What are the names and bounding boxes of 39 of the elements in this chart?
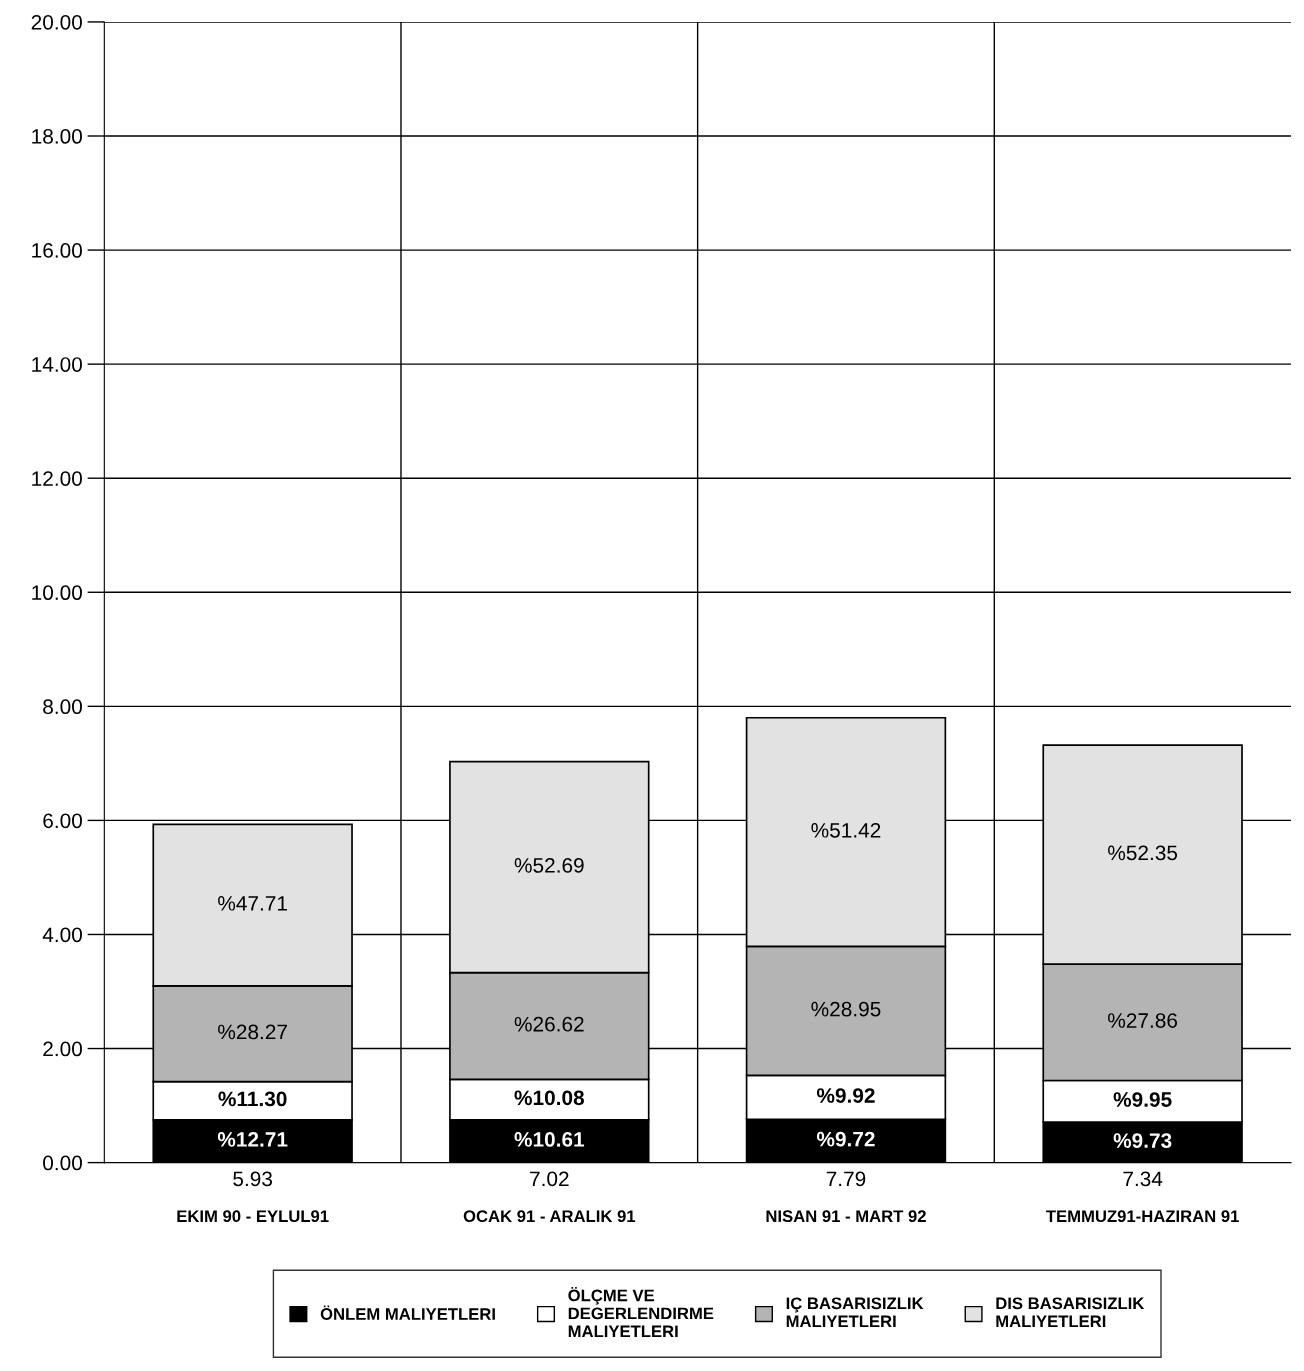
x-tick-label: OCAK 91 - ARALIK 91 xyxy=(463,1210,636,1223)
y-tick-label: 6.00 xyxy=(43,813,82,829)
y-tick-label: 14.00 xyxy=(32,357,82,372)
y-tick-label: 18.00 xyxy=(32,129,82,144)
annotation: %27.86 xyxy=(1108,1013,1178,1028)
total-label: 7.79 xyxy=(826,1171,866,1187)
total-label: 7.02 xyxy=(530,1171,569,1187)
y-tick-label: 8.00 xyxy=(43,699,82,715)
legend-label: IÇ BASARISIZLIK MALIYETLERI xyxy=(786,1297,924,1327)
annotation: %28.27 xyxy=(218,1024,287,1040)
annotation: %9.95 xyxy=(1113,1092,1172,1107)
annotation: %26.62 xyxy=(514,1016,584,1032)
y-tick-label: 12.00 xyxy=(32,471,82,486)
x-tick-label: NISAN 91 - MART 92 xyxy=(766,1210,926,1223)
annotation: %12.71 xyxy=(217,1132,288,1147)
total-label: 7.34 xyxy=(1123,1171,1163,1187)
y-tick-label: 4.00 xyxy=(42,927,82,943)
annotation: %28.95 xyxy=(811,1001,881,1017)
y-tick-label: 0.00 xyxy=(43,1155,82,1171)
legend-label: ÖNLEM MALIYETLERI xyxy=(320,1305,495,1320)
annotation: %47.71 xyxy=(218,896,287,911)
y-tick-label: 20.00 xyxy=(31,14,82,30)
y-tick-label: 16.00 xyxy=(32,243,82,258)
annotation: %51.42 xyxy=(811,822,881,838)
legend-label: DIS BASARISIZLIK MALIYETLERI xyxy=(996,1297,1145,1327)
legend-label: ÖLÇME VE DEGERLENDIRME MALIYETLERI xyxy=(568,1286,714,1338)
annotation: %52.35 xyxy=(1108,845,1178,861)
annotation: %9.92 xyxy=(816,1088,875,1103)
annotation: %9.72 xyxy=(816,1131,875,1147)
y-tick-label: 2.00 xyxy=(43,1041,82,1057)
total-label: 5.93 xyxy=(233,1171,273,1187)
annotation: %10.08 xyxy=(514,1090,584,1106)
x-tick-label: TEMMUZ91-HAZIRAN 91 xyxy=(1046,1210,1239,1223)
annotation: %11.30 xyxy=(218,1091,287,1107)
annotation: %52.69 xyxy=(514,858,584,873)
annotation: %9.73 xyxy=(1113,1133,1172,1148)
y-tick-label: 10.00 xyxy=(32,585,82,601)
annotation: %10.61 xyxy=(514,1132,585,1147)
x-tick-label: EKIM 90 - EYLUL91 xyxy=(177,1210,329,1223)
